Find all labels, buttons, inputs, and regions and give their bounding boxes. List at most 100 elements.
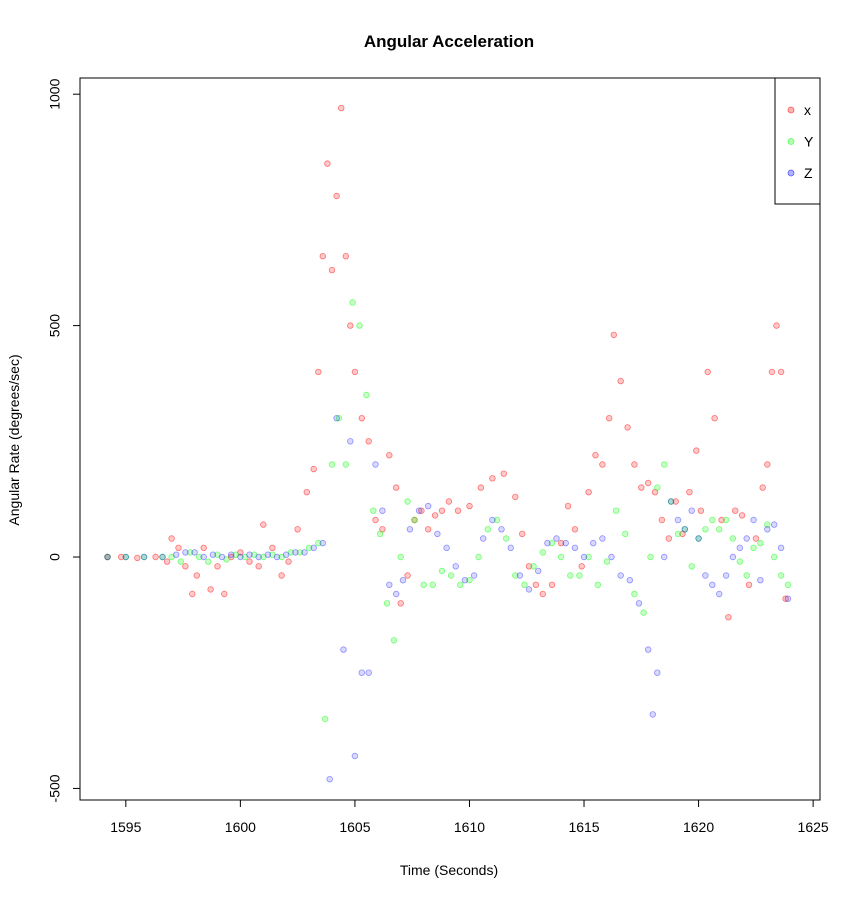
data-point <box>168 553 175 561</box>
data-point <box>736 558 743 565</box>
data-point <box>771 553 778 561</box>
data-point <box>592 452 599 459</box>
data-point <box>326 776 333 783</box>
data-point <box>599 461 606 468</box>
data-point <box>525 563 533 570</box>
data-point <box>567 572 574 579</box>
x-tick-label: 1620 <box>683 819 714 835</box>
data-point <box>420 581 427 588</box>
data-point <box>585 489 592 496</box>
data-point <box>214 551 221 558</box>
data-point <box>324 160 331 167</box>
data-point <box>406 526 414 533</box>
data-point <box>688 563 695 570</box>
data-point <box>340 646 347 653</box>
data-point <box>200 544 207 551</box>
data-point <box>578 563 585 570</box>
data-point <box>516 572 524 579</box>
data-point <box>773 322 780 329</box>
data-point <box>246 551 253 558</box>
data-point <box>466 577 473 584</box>
data-point <box>303 489 310 496</box>
data-point <box>608 553 615 561</box>
data-point <box>285 558 292 565</box>
data-point <box>777 544 785 551</box>
legend-marker <box>787 106 795 114</box>
data-point <box>425 502 432 510</box>
data-point <box>475 553 482 561</box>
legend-marker <box>787 169 795 177</box>
data-point <box>784 595 792 602</box>
data-point <box>447 572 455 579</box>
data-point <box>626 577 633 584</box>
data-point <box>372 461 379 468</box>
plot-area-border <box>79 77 821 801</box>
data-point <box>390 637 398 644</box>
data-point <box>386 581 393 588</box>
data-point <box>695 535 702 542</box>
data-point <box>117 553 125 561</box>
data-point <box>223 556 230 563</box>
data-point <box>452 563 459 570</box>
data-point <box>512 572 519 579</box>
data-point <box>349 299 356 306</box>
data-point <box>338 104 345 112</box>
data-point <box>445 498 453 505</box>
data-point <box>525 586 533 593</box>
data-point <box>328 266 336 274</box>
series-z <box>104 415 792 783</box>
data-point <box>260 553 267 561</box>
data-point <box>667 498 675 505</box>
data-point <box>200 553 207 561</box>
series-y <box>104 299 792 723</box>
data-point <box>757 577 764 584</box>
data-point <box>665 535 672 542</box>
data-point <box>654 484 661 491</box>
data-point <box>301 549 308 556</box>
chart-title: Angular Acceleration <box>364 32 534 51</box>
data-point <box>667 498 675 505</box>
data-point <box>273 553 281 561</box>
data-point <box>431 512 439 519</box>
data-point <box>704 368 711 376</box>
x-tick-label: 1625 <box>798 819 829 835</box>
data-point <box>351 752 359 760</box>
data-point <box>702 572 709 579</box>
data-point <box>246 558 253 565</box>
data-point <box>104 553 111 561</box>
data-point <box>535 567 542 575</box>
data-point <box>477 484 485 491</box>
data-point <box>411 516 418 524</box>
data-point <box>681 526 688 533</box>
data-point <box>182 563 189 570</box>
data-point <box>376 530 384 538</box>
data-point <box>729 553 737 561</box>
data-point <box>182 549 189 556</box>
data-point <box>622 530 629 538</box>
data-point <box>784 581 792 588</box>
data-point <box>152 553 159 561</box>
data-point <box>294 526 301 533</box>
data-point <box>782 595 789 602</box>
data-point <box>168 535 175 542</box>
data-point <box>489 516 496 524</box>
data-point <box>764 526 771 533</box>
data-point <box>454 507 462 514</box>
data-point <box>709 516 716 524</box>
data-point <box>319 539 326 547</box>
data-point <box>397 600 404 607</box>
data-point <box>771 521 778 528</box>
y-axis: -500 0 500 1000 <box>47 78 81 802</box>
data-point <box>557 553 565 561</box>
data-point <box>768 368 776 376</box>
x-axis: 1595 1600 1605 1610 1615 1620 1625 <box>110 799 829 835</box>
data-point <box>544 539 551 547</box>
data-point <box>729 535 737 542</box>
data-point <box>674 516 682 524</box>
data-point <box>207 586 214 593</box>
data-point <box>681 526 688 533</box>
legend-label: Y <box>804 134 814 150</box>
data-point <box>347 322 354 329</box>
legend-marker <box>787 138 795 145</box>
data-point <box>122 553 129 561</box>
